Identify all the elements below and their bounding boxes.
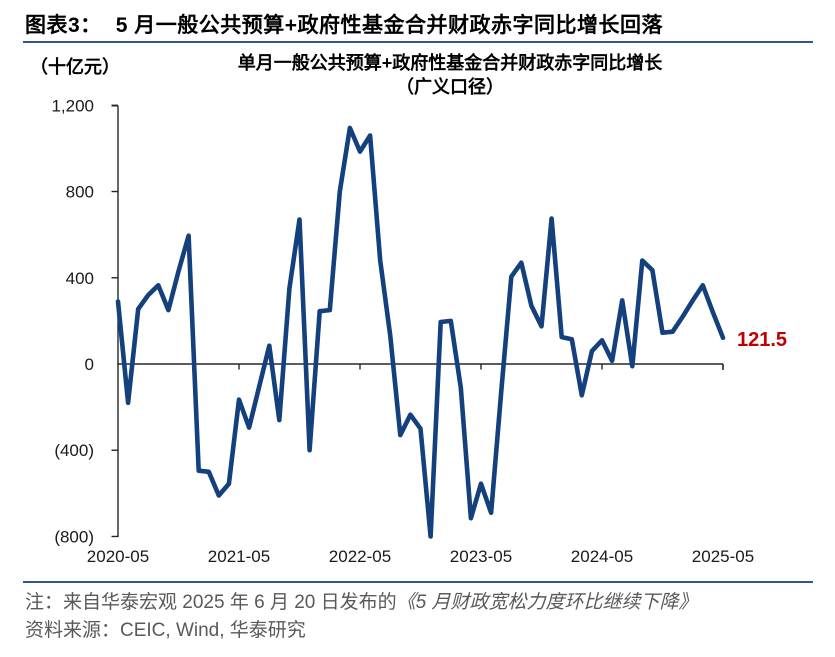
source-line: 资料来源：CEIC, Wind, 华泰研究 [25, 620, 306, 641]
unit-label: （十亿元） [30, 57, 120, 77]
footer-notes: 注：来自华泰宏观 2025 年 6 月 20 日发布的《5 月财政宽松力度环比继… [25, 589, 820, 645]
figure-title: 图表3： 5 月一般公共预算+政府性基金合并财政赤字同比增长回落 [25, 9, 815, 39]
x-tick-label: 2023-05 [450, 547, 512, 566]
y-tick-label: 400 [66, 269, 94, 288]
y-tick-label: 0 [85, 355, 94, 374]
y-tick-label: 800 [66, 183, 94, 202]
figure-title-prefix: 图表3： [25, 14, 102, 37]
chart-title-line2: （广义口径） [396, 77, 504, 97]
note-prefix: 注：来自华泰宏观 2025 年 6 月 20 日发布的 [25, 592, 397, 613]
x-tick-group: 2020-05 2021-05 2022-05 2023-05 2024-05 2025-… [87, 364, 754, 566]
y-tick-label: 1,200 [51, 96, 94, 115]
chart-title-line1: 单月一般公共预算+政府性基金合并财政赤字同比增长 [237, 53, 663, 73]
note-book-title: 《5 月财政宽松力度环比继续下降》 [396, 592, 698, 613]
footer-divider [23, 581, 813, 583]
x-tick-label: 2021-05 [208, 547, 270, 566]
y-tick-label: (800) [54, 527, 94, 546]
figure-title-text: 5 月一般公共预算+政府性基金合并财政赤字同比增长回落 [115, 14, 663, 37]
title-underline [23, 41, 813, 43]
last-value-label: 121.5 [737, 329, 787, 351]
x-tick-label: 2025-05 [692, 547, 754, 566]
x-tick-label: 2022-05 [329, 547, 391, 566]
y-tick-group: 1,200 800 400 0 (400) (800) [51, 96, 118, 546]
deficit-line [115, 125, 726, 539]
x-tick-label: 2024-05 [571, 547, 633, 566]
note-line: 注：来自华泰宏观 2025 年 6 月 20 日发布的《5 月财政宽松力度环比继… [25, 589, 820, 617]
x-tick-label: 2020-05 [87, 547, 149, 566]
y-tick-label: (400) [54, 441, 94, 460]
chart-title: 单月一般公共预算+政府性基金合并财政赤字同比增长 （广义口径） [150, 51, 750, 99]
